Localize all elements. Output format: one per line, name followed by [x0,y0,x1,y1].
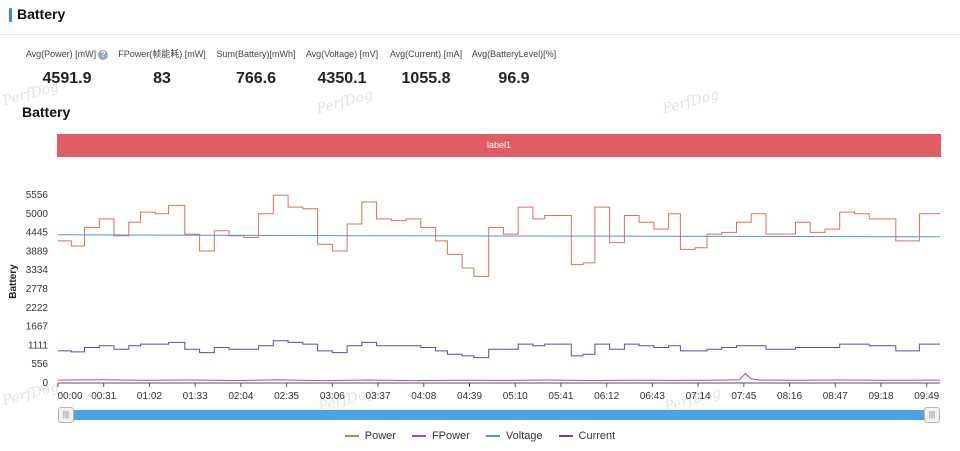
legend-label: Power [364,430,396,442]
stat-value: 766.6 [235,70,277,87]
header-accent-bar [9,8,12,22]
legend-swatch [558,435,573,438]
y-tick-label: 2778 [26,284,49,295]
x-tick-label: 08:47 [823,391,848,402]
legend-item-power[interactable]: Power [344,430,396,442]
battery-line-chart[interactable]: 0 556 1111 1667 2222 2778 3334 3889 4445 5000 5556… [0,160,960,404]
chart-legend: Power FPower Voltage Current [0,430,960,446]
stat-avg-voltage: Avg(Voltage) [mV] 4350.1 [302,48,382,88]
y-tick-label: 5000 [26,209,49,220]
panel-title: Battery [17,6,66,22]
x-tick-label: 07:45 [731,391,756,402]
stat-value: 4591.9 [42,70,92,87]
legend-item-fpower[interactable]: FPower [411,430,470,442]
x-tick-label: 02:35 [274,391,299,402]
stat-label: Avg(Voltage) [mV] [305,49,379,59]
stat-avg-current: Avg(Current) [mA] 1055.8 [386,48,466,88]
x-tick-label: 00:31 [91,391,116,402]
stat-value: 1055.8 [401,70,451,87]
stat-value: 96.9 [498,70,530,87]
x-tick-label: 06:12 [594,391,619,402]
y-tick-label: 2222 [26,303,49,314]
x-tick-label: 00:00 [57,391,82,402]
y-tick-label: 556 [31,359,48,370]
stat-avg-battery-level: Avg(BatteryLevel)[%] 96.9 [470,48,558,88]
chart-title: Battery [22,104,71,120]
stat-label: Avg(BatteryLevel)[%] [471,49,557,59]
stat-label: Avg(Current) [mA] [389,49,463,59]
x-tick-label: 06:43 [640,391,665,402]
x-tick-label: 09:49 [914,391,939,402]
series-line-fpower [57,372,941,382]
stat-label: FPower(帧能耗) [mW] [118,49,206,59]
slider-right-handle[interactable]: ||| [924,407,940,423]
x-tick-label: 09:18 [868,391,893,402]
stat-value: 83 [153,70,171,87]
y-tick-label: 3889 [26,246,49,257]
legend-item-current[interactable]: Current [558,430,616,442]
x-tick-label: 01:02 [137,391,162,402]
legend-label: FPower [431,430,470,442]
legend-item-voltage[interactable]: Voltage [485,430,543,442]
legend-label: Current [578,430,616,442]
stat-label: Sum(Battery)[mWh] [216,49,296,59]
series-line-voltage [57,234,941,238]
stat-sum-battery: Sum(Battery)[mWh] 766.6 [213,48,299,88]
label-band[interactable]: label1 [57,134,941,157]
legend-swatch [411,435,426,438]
slider-left-handle[interactable]: ||| [58,407,74,423]
x-tick-label: 05:41 [548,391,573,402]
stats-row: Avg(Power) [mW]? 4591.9 FPower(帧能耗) [mW]… [0,48,960,94]
panel-header: Battery [0,0,960,35]
series-line-current [58,340,940,359]
legend-label: Voltage [505,430,543,442]
y-tick-label: 4445 [26,228,49,239]
x-tick-label: 08:16 [777,391,802,402]
time-range-slider[interactable]: ||| ||| [58,407,940,423]
x-tick-label: 02:04 [228,391,253,402]
y-tick-label: 1667 [26,322,49,333]
y-tick-label: 1111 [28,340,48,351]
stat-label: Avg(Power) [mW] [25,49,97,59]
series-line-power [58,194,940,277]
y-tick-label: 3334 [26,265,49,276]
stat-fpower: FPower(帧能耗) [mW] 83 [116,48,208,88]
x-tick-label: 04:39 [457,391,482,402]
y-axis-label: Battery [8,264,19,299]
x-tick-label: 05:10 [503,391,528,402]
stat-value: 4350.1 [317,70,367,87]
y-tick-label: 5556 [26,190,49,201]
x-tick-label: 03:37 [366,391,391,402]
stat-avg-power: Avg(Power) [mW]? 4591.9 [22,48,112,88]
x-tick-label: 04:08 [411,391,436,402]
legend-swatch [485,435,500,438]
x-tick-label: 03:06 [320,391,345,402]
legend-swatch [344,435,359,438]
slider-track[interactable] [58,410,940,420]
help-icon[interactable]: ? [98,49,109,60]
x-tick-label: 01:33 [183,391,208,402]
y-tick-label: 0 [42,378,48,389]
x-tick-label: 07:14 [686,391,711,402]
